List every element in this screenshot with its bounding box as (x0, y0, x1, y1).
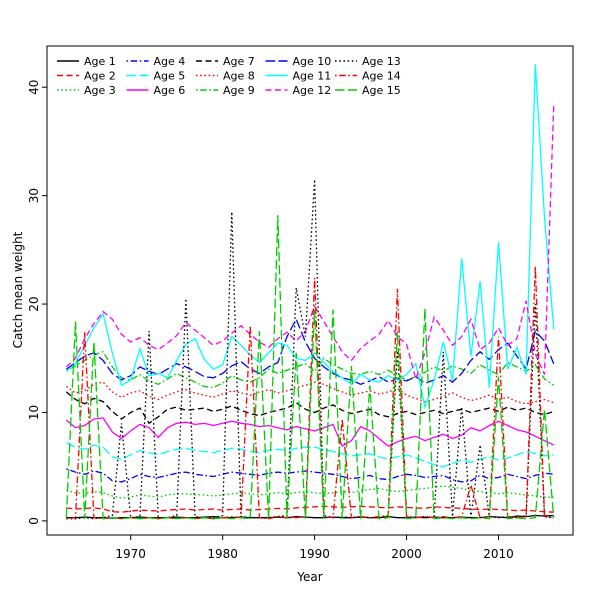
legend-entry-age-13: Age 13 (335, 55, 401, 68)
legend-label: Age 9 (223, 84, 255, 97)
series-age-5 (66, 442, 554, 468)
legend-entry-age-14: Age 14 (335, 70, 401, 83)
legend-label: Age 4 (154, 55, 186, 68)
legend-entry-age-8: Age 8 (196, 70, 255, 83)
series-age-3 (66, 485, 554, 499)
x-tick-label: 2010 (483, 547, 514, 561)
series-age-2 (66, 505, 554, 513)
legend-label: Age 1 (84, 55, 116, 68)
series-age-15 (65, 215, 555, 520)
legend-label: Age 15 (362, 84, 401, 97)
legend-entry-age-10: Age 10 (265, 55, 332, 68)
series-age-9 (66, 351, 555, 389)
series-age-10 (65, 317, 555, 386)
series-age-6 (65, 417, 554, 448)
plot-area (65, 64, 555, 520)
legend-label: Age 12 (293, 84, 332, 97)
legend-entry-age-7: Age 7 (196, 55, 255, 68)
legend-entry-age-12: Age 12 (265, 84, 332, 97)
x-tick-label: 1970 (115, 547, 146, 561)
legend-entry-age-1: Age 1 (57, 55, 116, 68)
legend-label: Age 14 (362, 70, 401, 83)
series-age-13 (66, 179, 554, 520)
x-axis-title: Year (296, 570, 322, 584)
series-age-12 (65, 105, 555, 382)
y-tick-label: 40 (27, 80, 41, 95)
series-age-11 (65, 64, 555, 410)
legend-entry-age-6: Age 6 (126, 84, 186, 97)
x-axis: 1970 1980 1990 2000 2010 (115, 535, 514, 561)
series-age-4 (66, 468, 554, 483)
plot-box (46, 45, 574, 536)
y-tick-label: 30 (27, 188, 41, 203)
legend-label: Age 7 (223, 55, 255, 68)
legend-label: Age 10 (293, 55, 332, 68)
legend-label: Age 2 (84, 70, 116, 83)
legend-entry-age-9: Age 9 (196, 84, 255, 97)
legend-entry-age-4: Age 4 (126, 55, 186, 68)
legend-entry-age-2: Age 2 (57, 70, 116, 83)
legend-label: Age 6 (154, 84, 186, 97)
y-axis-title: Catch mean weight (11, 231, 25, 348)
legend-label: Age 11 (293, 70, 332, 83)
y-tick-label: 0 (27, 517, 41, 525)
x-tick-label: 1980 (207, 547, 238, 561)
x-tick-label: 2000 (391, 547, 422, 561)
legend-entry-age-3: Age 3 (57, 84, 116, 97)
legend-label: Age 5 (154, 70, 186, 83)
legend-entry-age-11: Age 11 (265, 70, 332, 83)
legend-label: Age 3 (84, 84, 116, 97)
x-tick-label: 1990 (299, 547, 330, 561)
legend-label: Age 8 (223, 70, 255, 83)
series-age-14 (66, 266, 554, 520)
y-tick-label: 10 (27, 405, 41, 420)
y-tick-label: 20 (27, 296, 41, 311)
legend-entry-age-5: Age 5 (126, 70, 186, 83)
y-axis: 0 10 20 30 40 (27, 80, 47, 525)
legend-entry-age-15: Age 15 (335, 84, 401, 97)
series-age-8 (65, 381, 554, 405)
legend-label: Age 13 (362, 55, 401, 68)
